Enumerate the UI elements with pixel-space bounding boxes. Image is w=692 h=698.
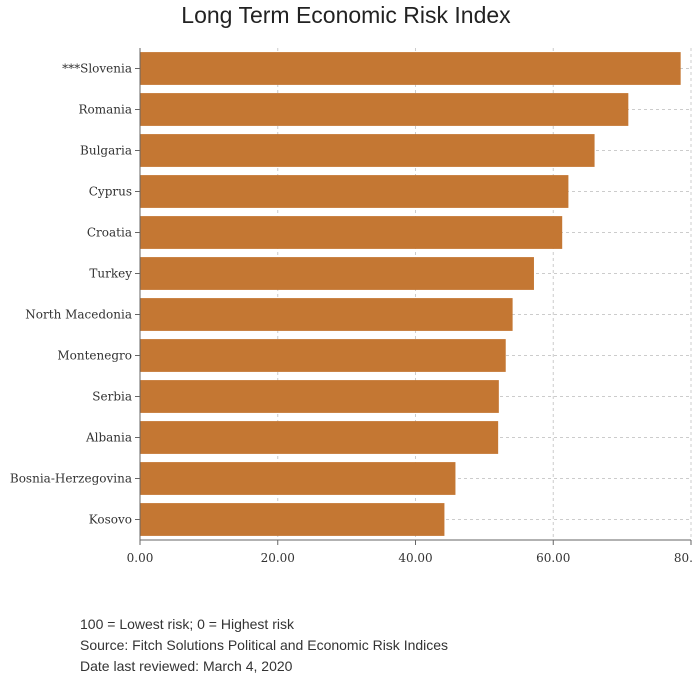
category-labels: ***Slovenia Romania Bulgaria Cyprus Croatia T… [10,62,132,527]
bar [140,257,534,290]
note-source: Source: Fitch Solutions Political and Ec… [80,637,449,653]
note-risk-scale: 100 = Lowest risk; 0 = Highest risk [80,616,294,632]
bar [140,52,681,85]
bar [140,421,499,454]
x-tick-label: 60.00 [536,551,570,565]
category-label: Cyprus [89,185,132,199]
bar [140,339,506,372]
category-label: Croatia [87,226,132,240]
chart-area: ***Slovenia Romania Bulgaria Cyprus Croatia T… [0,40,692,580]
category-label: Romania [78,103,132,117]
bar [140,503,445,536]
bars [140,52,681,536]
axes [135,48,692,545]
category-label: Albania [85,431,132,445]
bar [140,462,456,495]
x-tick-label: 80.00 [674,551,692,565]
x-tick-label: 20.00 [261,551,295,565]
category-label: Montenegro [57,349,132,363]
bar [140,298,513,331]
bar [140,380,499,413]
chart-notes: 100 = Lowest risk; 0 = Highest risk Sour… [80,614,448,677]
category-label: Bosnia-Herzegovina [10,472,132,486]
x-tick-labels: 0.00 20.00 40.00 60.00 80.00 [127,551,692,565]
bar-chart: ***Slovenia Romania Bulgaria Cyprus Croatia T… [10,48,692,565]
category-label: Bulgaria [80,144,132,158]
bar [140,93,629,126]
bar [140,175,569,208]
category-label: Kosovo [89,513,132,527]
chart-title: Long Term Economic Risk Index [181,2,511,28]
bar [140,216,563,249]
category-label: ***Slovenia [62,62,132,76]
category-label: Serbia [92,390,132,404]
category-label: North Macedonia [25,308,132,322]
x-tick-label: 40.00 [398,551,432,565]
category-label: Turkey [89,267,132,281]
note-date-reviewed: Date last reviewed: March 4, 2020 [80,658,293,674]
bar [140,134,595,167]
x-tick-label: 0.00 [127,551,154,565]
